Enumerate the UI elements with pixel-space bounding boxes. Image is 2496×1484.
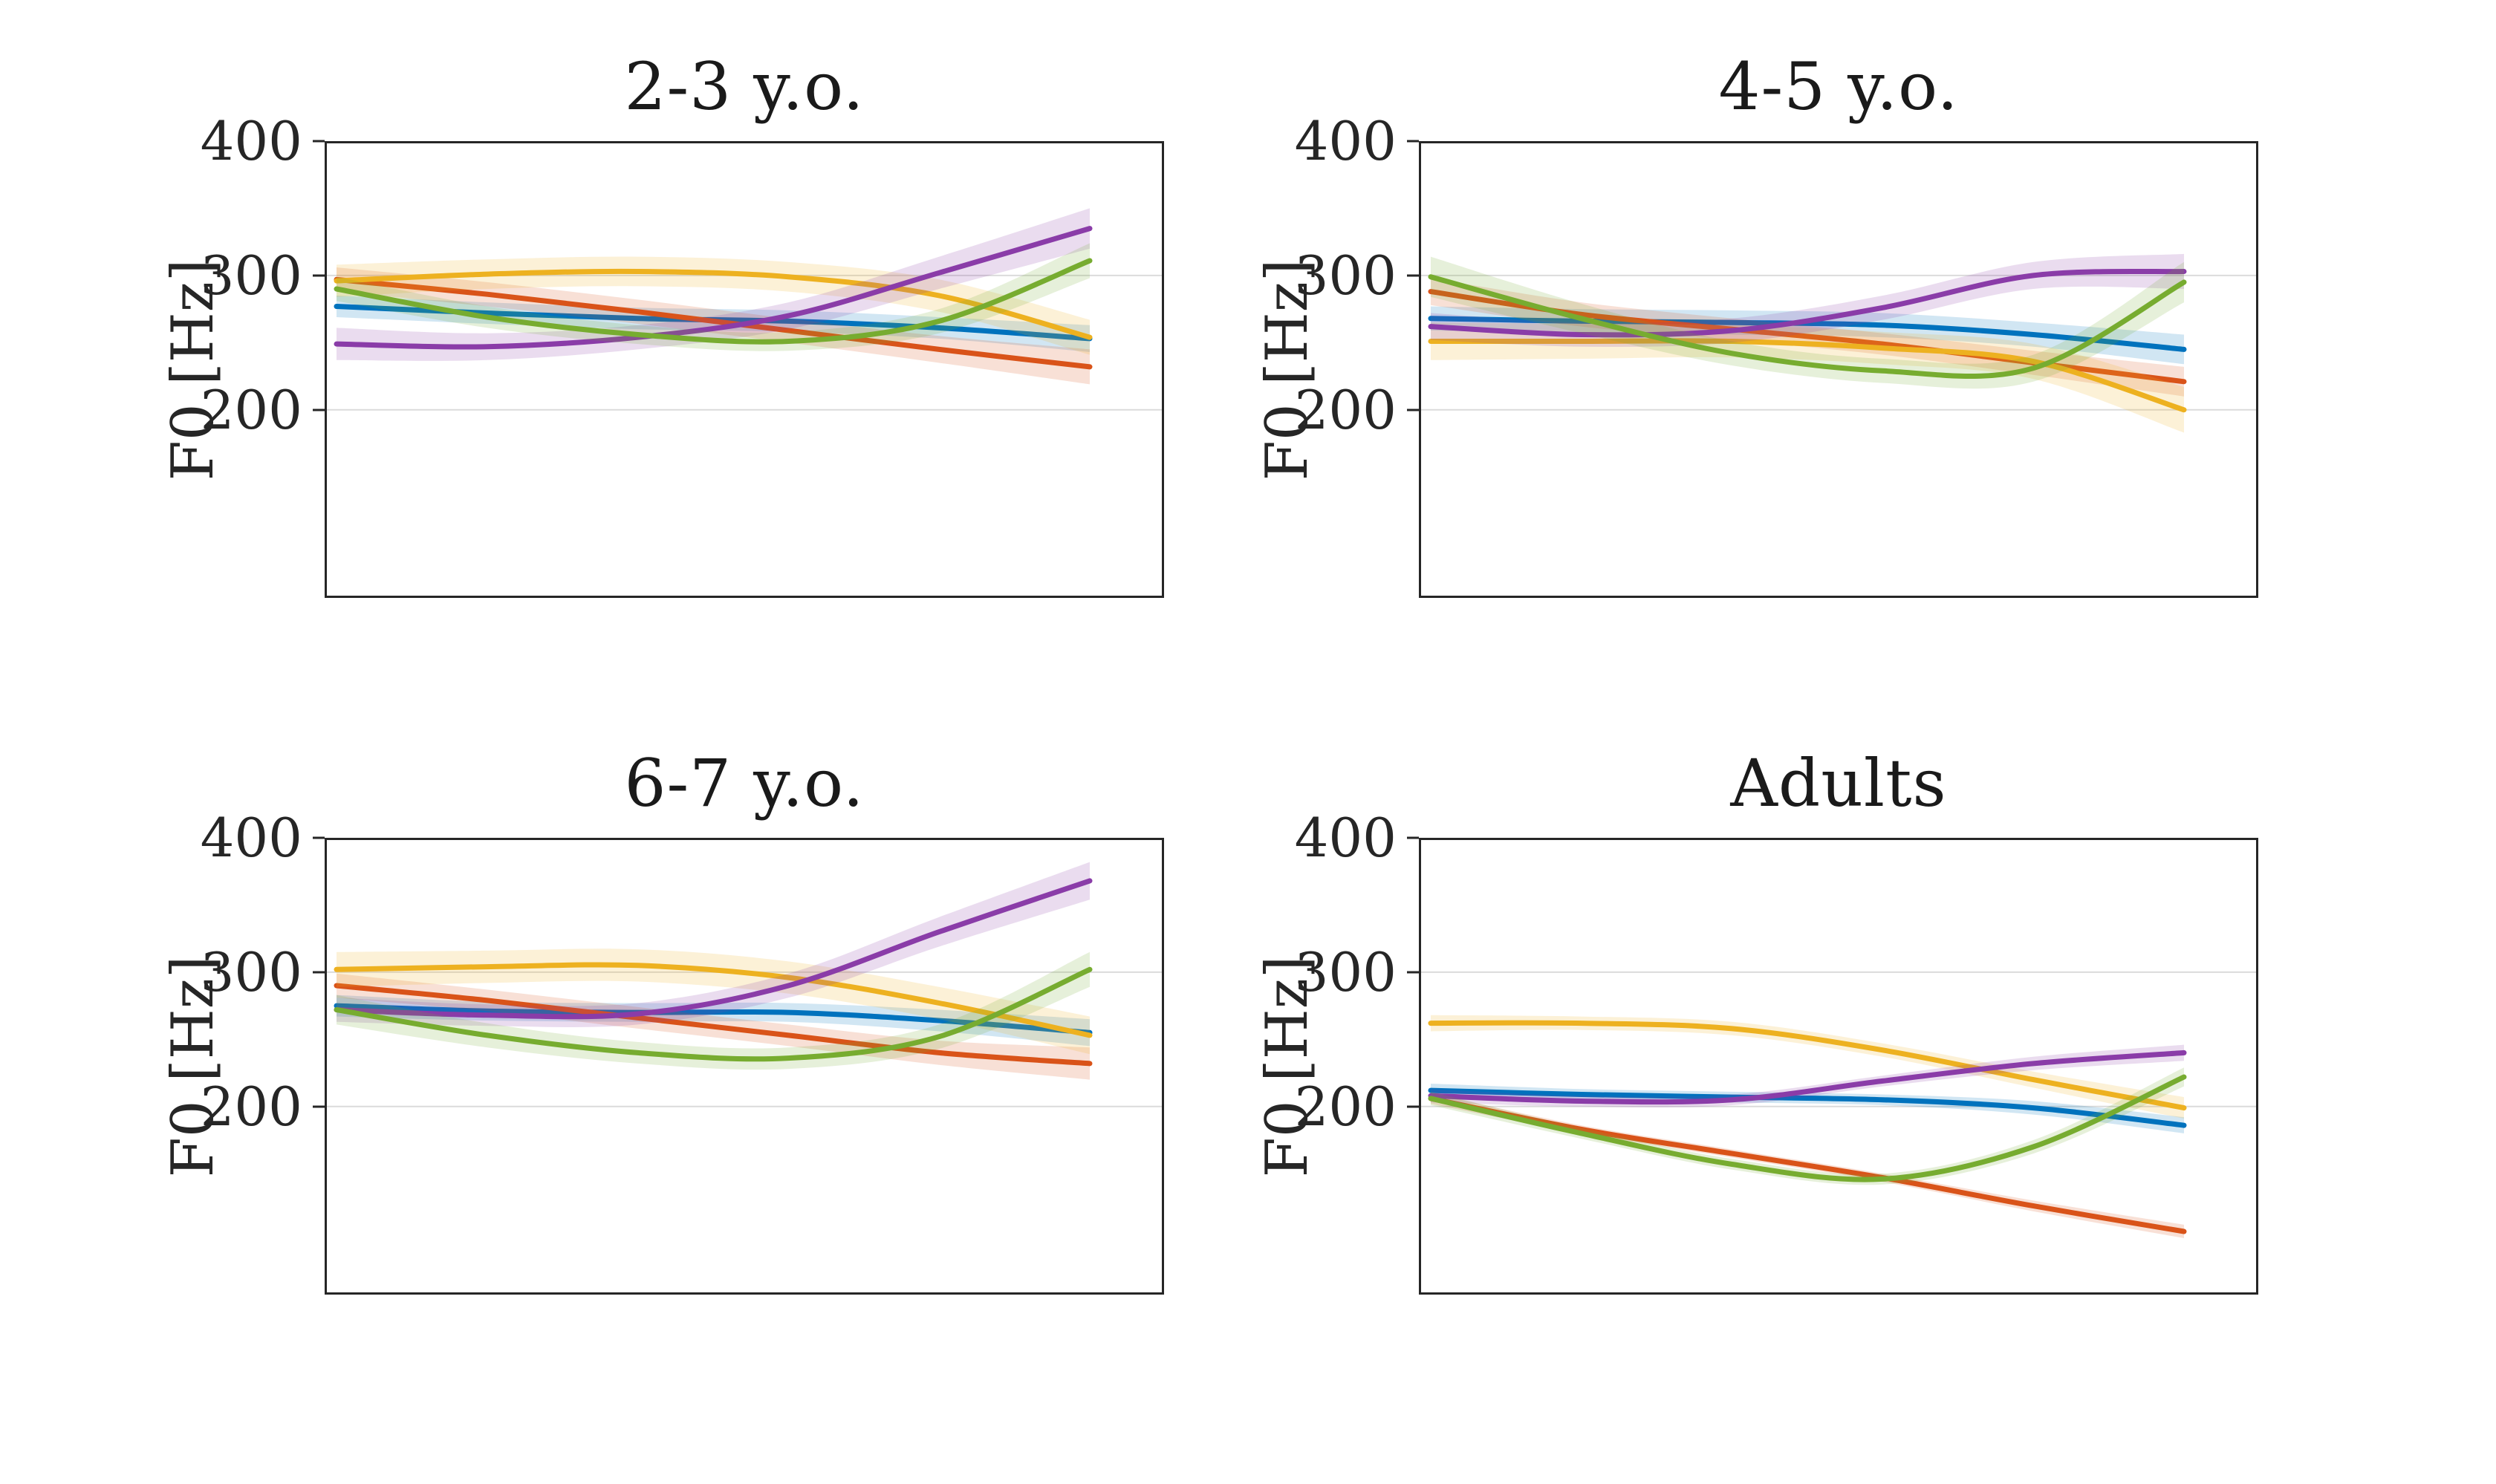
plot-border [325,838,1164,1295]
plot-area [1419,141,2258,598]
subplot-title: 4-5 y.o. [1718,48,1959,125]
y-tick-mark [1407,1105,1419,1108]
plot-background [325,838,1164,1295]
confidence-band-purple [1431,253,2184,348]
series-layer [334,862,1093,1080]
y-tick-label-300: 300 [200,244,302,307]
confidence-band-blue [337,296,1090,352]
y-tick-label-300: 300 [1294,244,1397,307]
trend-line-orange [334,983,1093,1067]
trend-line-yellow [334,268,1093,340]
trend-line-orange [334,276,1093,370]
trend-line-yellow [1428,338,2187,413]
y-tick-mark [313,409,325,411]
y-tick-label-400: 400 [200,110,302,172]
trend-line-green [334,966,1093,1062]
confidence-band-green [1431,1067,2184,1185]
confidence-band-yellow [337,256,1090,355]
plot-area [325,141,1164,598]
y-tick-mark [1407,274,1419,277]
confidence-band-yellow [337,948,1090,1055]
trend-line-purple [334,878,1093,1020]
trend-line-yellow [1428,1020,2187,1111]
plot-background [325,141,1164,598]
y-tick-label-400: 400 [200,807,302,869]
trend-line-purple [1428,1049,2187,1105]
confidence-band-yellow [1431,322,2184,433]
series-layer [334,208,1093,385]
plot-border [325,141,1164,598]
plot-area [325,838,1164,1295]
trend-line-yellow [334,962,1093,1038]
y-tick-mark [313,836,325,839]
y-tick-label-300: 300 [1294,940,1397,1003]
series-layer [1428,1015,2187,1238]
y-tick-mark [313,140,325,143]
y-tick-mark [1407,409,1419,411]
subplot-2-3-yo: 2-3 y.o. F0 [Hz] 400 300 200 [160,48,1164,598]
trend-line-purple [1428,268,2187,338]
y-tick-label-200: 200 [1294,1075,1397,1138]
plot-border [1419,838,2258,1295]
y-tick-mark [1407,971,1419,974]
confidence-band-blue [337,995,1090,1047]
y-tick-label-200: 200 [200,1075,302,1138]
series-layer [1428,253,2187,433]
y-tick-label-300: 300 [200,940,302,1003]
subplot-4-5-yo: 4-5 y.o. F0 [Hz] 400 300 200 [1254,48,2258,598]
plot-border [1419,141,2258,598]
trend-line-green [334,258,1093,345]
trend-line-blue [1428,1087,2187,1128]
trend-line-purple [334,226,1093,350]
y-tick-mark [313,971,325,974]
y-tick-mark [313,274,325,277]
y-tick-mark [1407,140,1419,143]
subplot-adults: Adults F0 [Hz] 400 300 200 [1254,745,2258,1295]
y-tick-label-200: 200 [1294,378,1397,441]
y-tick-label-400: 400 [1294,807,1397,869]
y-tick-mark [1407,836,1419,839]
trend-line-green [1428,274,2187,380]
subplot-title: Adults [1730,745,1947,821]
trend-line-blue [334,1003,1093,1035]
y-tick-label-200: 200 [200,378,302,441]
trend-line-orange [1428,1096,2187,1234]
y-tick-mark [313,1105,325,1108]
plot-area [1419,838,2258,1295]
subplot-6-7-yo: 6-7 y.o. F0 [Hz] 400 300 200 [160,745,1164,1295]
subplot-title: 2-3 y.o. [624,48,865,125]
y-tick-label-400: 400 [1294,110,1397,172]
subplot-title: 6-7 y.o. [624,745,865,821]
trend-line-green [1428,1074,2187,1182]
